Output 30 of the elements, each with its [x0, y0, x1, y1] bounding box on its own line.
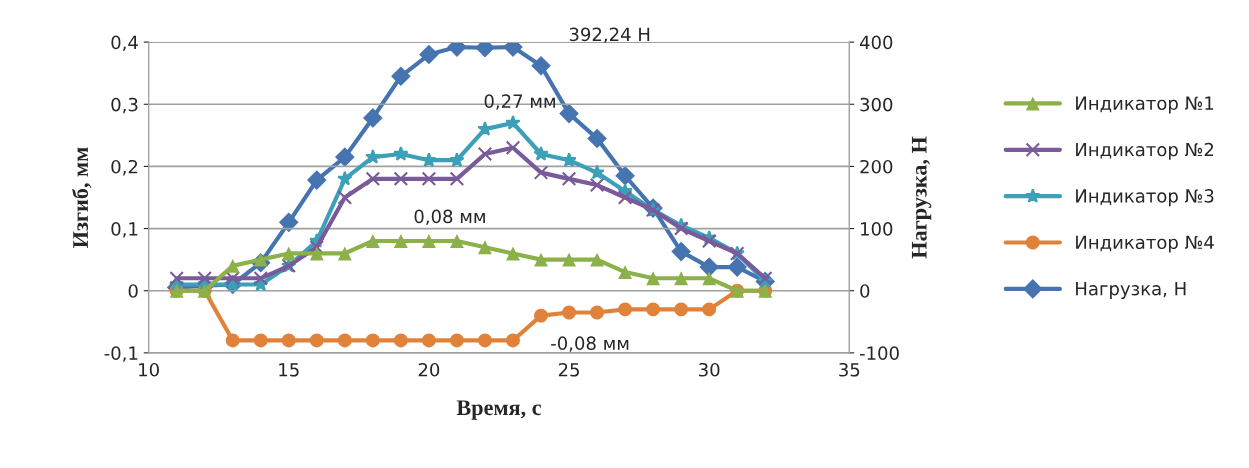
y-tick-label: 0,1	[111, 222, 138, 238]
legend-label: Индикатор №2	[1076, 142, 1214, 160]
y2-tick-label: 0	[860, 284, 870, 298]
x-tick-label: 35	[839, 362, 860, 377]
x-axis-title: Время, с	[456, 400, 542, 420]
x-tick-label: 15	[279, 363, 299, 377]
y2-tick-label: -100	[859, 346, 899, 360]
y-tick-label: 0,4	[111, 35, 138, 52]
y-tick-label: 0	[128, 284, 138, 298]
x-tick-label: 25	[558, 362, 579, 377]
y-tick-label: 0,3	[111, 97, 138, 114]
legend-label: Индикатор №4	[1076, 235, 1214, 253]
annotation: 0,08 мм	[414, 209, 485, 226]
y2-axis-title: Нагрузка, Н	[911, 136, 932, 259]
legend-label: Индикатор №1	[1076, 96, 1214, 114]
y2-tick-label: 100	[861, 222, 893, 236]
legend-label: Нагрузка, Н	[1076, 282, 1186, 299]
x-tick-label: 30	[699, 362, 720, 377]
y2-tick-label: 300	[860, 97, 893, 112]
y-tick-label: 0,2	[111, 159, 138, 176]
y2-tick-label: 400	[859, 35, 893, 50]
y-axis-title: Изгиб, мм	[71, 147, 92, 248]
annotation: 0,27 мм	[484, 94, 555, 110]
y2-tick-label: 200	[860, 159, 893, 174]
x-tick-label: 10	[139, 362, 159, 377]
legend-label: Индикатор №3	[1076, 189, 1214, 207]
x-tick-label: 20	[418, 362, 440, 377]
y-tick-label: -0,1	[104, 346, 138, 362]
annotation: -0,08 мм	[551, 336, 629, 352]
annotation: 392,24 Н	[569, 27, 650, 43]
